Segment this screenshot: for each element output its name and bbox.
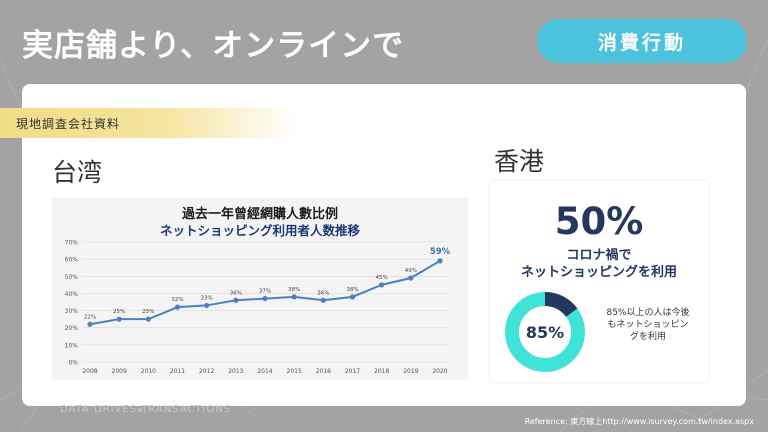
footer-brand: DATA DRIVES TRANSACTIONS [60,404,232,415]
hongkong-note: 85%以上の人は今後 もネットショッピン グを利用 [596,307,700,343]
x-tick-label: 2020 [432,368,447,375]
data-label: 36% [317,290,329,296]
data-point [174,304,181,310]
x-tick-label: 2011 [170,368,185,375]
x-tick-label: 2013 [228,368,243,375]
hongkong-big-value: 50% [554,200,644,243]
data-point [437,258,443,264]
region-hongkong-title: 香港 [494,147,545,176]
x-tick-label: 2019 [403,368,418,375]
data-label: 25% [113,309,125,315]
x-tick-label: 2018 [374,368,389,375]
data-point [349,294,356,300]
hongkong-note-line1: 85%以上の人は今後 [606,308,690,318]
data-label: 32% [171,297,183,303]
section-label: 現地調査会社資料 [16,117,121,131]
reference-text: Reference: 東方線上http://www.isurvey.com.tw… [524,417,754,426]
y-tick-label: 40% [65,291,79,298]
data-point [379,282,385,288]
data-label: 38% [346,287,358,293]
chart-subtitle: ネットショッピング利用者人数推移 [160,223,361,238]
x-tick-label: 2010 [141,368,156,375]
x-tick-label: 2015 [287,368,302,375]
data-point [116,316,122,322]
data-point [233,297,239,303]
x-tick-label: 2017 [345,368,360,375]
taiwan-line-chart: 過去一年曾經網購人數比例 ネットショッピング利用者人数推移 0% 10% 20% 30… [52,198,468,380]
data-point [408,275,414,281]
data-point [145,316,151,322]
data-label: 59% [430,247,451,257]
donut-segment-rest [544,292,578,318]
y-tick-label: 0% [68,360,78,367]
hongkong-note-line2: もネットショッピン [607,320,689,330]
y-tick-label: 50% [65,274,79,281]
y-tick-label: 30% [65,308,79,315]
section-band [0,108,300,138]
data-point [291,294,297,300]
chart-background [52,198,468,380]
hongkong-sub-line2: ネットショッピングを利用 [520,265,677,280]
y-tick-label: 20% [65,325,79,332]
y-tick-label: 10% [65,342,79,349]
hongkong-note-line3: グを利用 [629,332,666,342]
data-label: 49% [405,268,417,274]
hongkong-subtitle: コロナ禍で ネットショッピングを利用 [490,247,708,281]
region-taiwan-title: 台湾 [52,158,103,187]
data-label: 22% [84,314,96,320]
data-label: 37% [259,289,271,295]
data-point [262,295,268,302]
data-point [320,297,326,303]
hongkong-donut-chart: 85% [505,292,585,372]
data-label: 45% [376,275,388,281]
y-tick-label: 60% [65,257,79,264]
data-label: 33% [201,295,213,301]
data-label: 36% [230,290,242,296]
slide-title: 実店舗より、オンラインで [22,28,405,64]
data-point [204,302,210,309]
x-tick-label: 2016 [316,368,331,375]
data-point [87,321,93,327]
donut-center-label: 85% [526,323,564,342]
hongkong-sub-line1: コロナ禍で [566,248,632,263]
x-tick-label: 2008 [82,368,97,375]
data-label: 38% [288,287,300,293]
x-tick-label: 2014 [257,368,272,375]
hongkong-panel: 50% コロナ禍で ネットショッピングを利用 85% 85%以上の人は今後 もネ… [490,181,708,382]
category-pill: 消費行動 [537,19,747,63]
data-label: 25% [142,309,154,315]
chart-title: 過去一年曾經網購人數比例 [181,206,338,222]
y-tick-label: 70% [65,240,79,247]
x-tick-label: 2012 [199,368,214,375]
x-tick-label: 2009 [112,368,127,375]
